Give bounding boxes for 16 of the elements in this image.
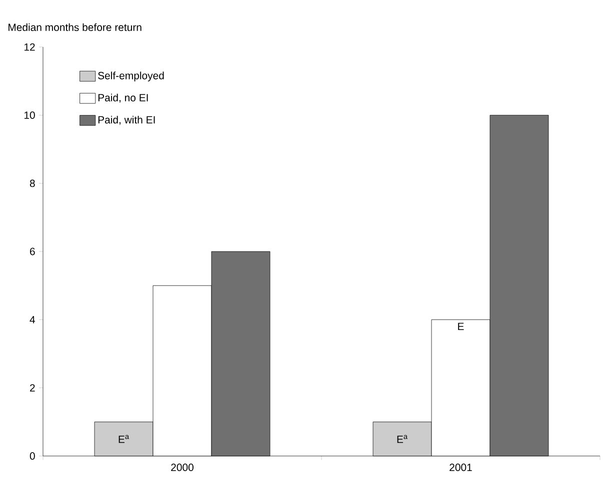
y-tick-label: 8 — [30, 180, 35, 188]
annotation: E$^{a}$ — [397, 435, 408, 443]
x-tick-label: 2001 — [450, 464, 472, 472]
legend-label: Paid, no EI — [98, 94, 148, 103]
y-tick-label: 6 — [30, 248, 35, 256]
y-tick-label: 2 — [30, 384, 35, 392]
y-tick-label: 0 — [30, 452, 35, 460]
y-tick-label: 10 — [24, 111, 35, 119]
legend-label: Self-employed — [98, 72, 164, 82]
annotation: E — [458, 322, 464, 330]
y-tick-label: 4 — [30, 316, 36, 324]
y-axis-title: Median months before return — [8, 23, 142, 32]
y-tick-label: 12 — [24, 43, 35, 51]
annotation: E$^{a}$ — [118, 435, 130, 443]
legend-label: Paid, with EI — [98, 116, 155, 125]
x-tick-label: 2000 — [171, 464, 194, 472]
